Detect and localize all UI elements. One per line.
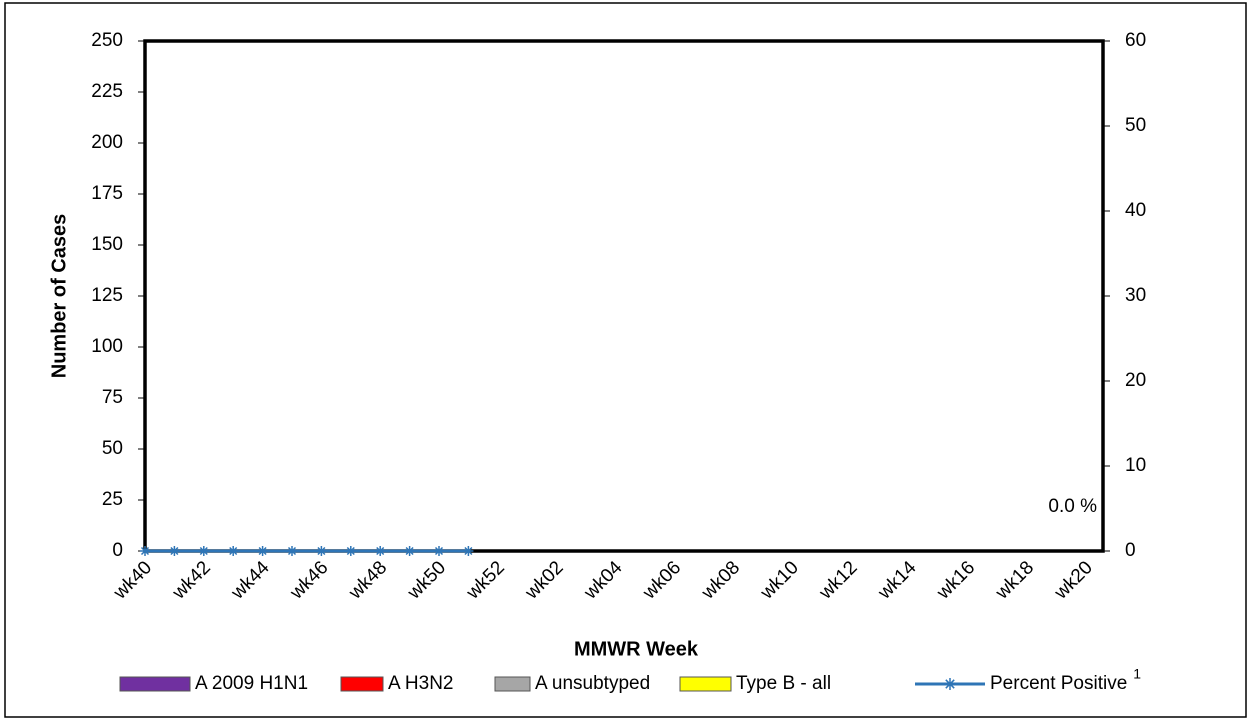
marker <box>228 546 239 556</box>
y-tick-label: 50 <box>102 438 123 459</box>
marker <box>434 546 444 556</box>
marker <box>375 546 386 556</box>
marker <box>169 546 180 556</box>
y2-tick-label: 20 <box>1125 370 1146 391</box>
annotation: 0.0 % <box>1048 496 1097 517</box>
legend-swatch <box>494 676 531 692</box>
y2-tick-label: 50 <box>1125 115 1146 136</box>
y-tick-label: 150 <box>91 234 123 255</box>
y2-tick-label: 40 <box>1125 200 1146 221</box>
y-tick-label: 200 <box>91 132 123 153</box>
legend-swatch <box>340 676 384 692</box>
legend-label: A 2009 H1N1 <box>195 673 308 694</box>
legend-marker <box>944 678 956 690</box>
y-tick-label: 175 <box>91 183 123 204</box>
y2-tick-label: 0 <box>1125 540 1136 561</box>
y-tick-label: 225 <box>91 81 123 102</box>
y-tick-label: 125 <box>91 285 123 306</box>
y-tick-label: 0 <box>112 540 123 561</box>
marker <box>198 546 209 556</box>
y-axis-title: Number of Cases <box>48 214 70 379</box>
legend-label: Percent Positive <box>990 673 1127 694</box>
plot-area <box>143 39 1105 553</box>
legend-swatch <box>679 676 732 692</box>
marker <box>140 546 150 556</box>
legend-superscript: 1 <box>1133 666 1141 682</box>
y-tick-label: 250 <box>91 30 123 51</box>
marker <box>287 546 297 556</box>
y-tick-label: 75 <box>102 387 123 408</box>
marker <box>404 546 415 556</box>
legend-swatch <box>119 676 191 692</box>
marker <box>345 546 356 556</box>
marker <box>463 546 474 556</box>
y2-tick-label: 60 <box>1125 30 1146 51</box>
legend-label: A H3N2 <box>388 673 453 694</box>
y-tick-label: 25 <box>102 489 123 510</box>
legend-label: A unsubtyped <box>535 673 650 694</box>
legend-label: Type B - all <box>736 673 831 694</box>
marker <box>257 546 268 556</box>
marker <box>316 546 327 556</box>
y2-tick-label: 10 <box>1125 455 1146 476</box>
x-axis-title: MMWR Week <box>574 638 699 660</box>
y2-tick-label: 30 <box>1125 285 1146 306</box>
y-tick-label: 100 <box>91 336 123 357</box>
